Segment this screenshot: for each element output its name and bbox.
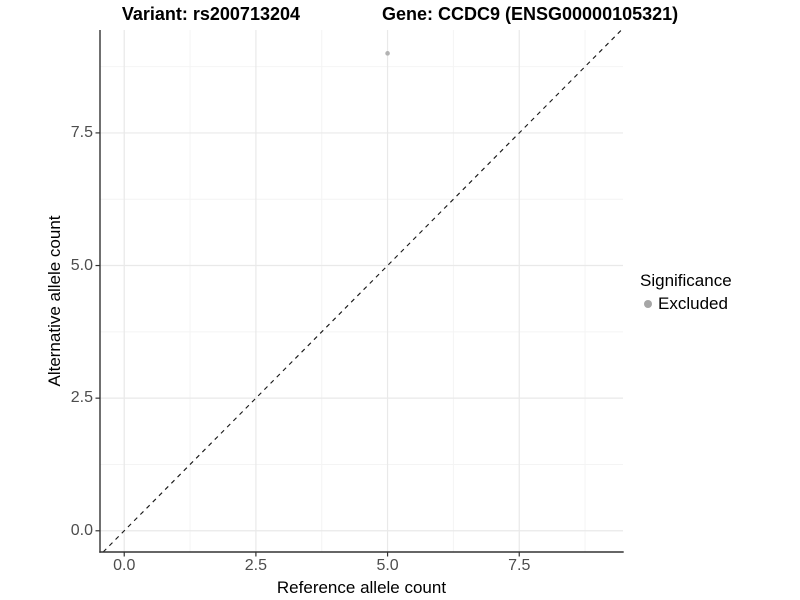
plot-title-variant: Variant: rs200713204 xyxy=(121,4,300,24)
y-tick-label: 2.5 xyxy=(70,389,93,407)
x-tick-label: 7.5 xyxy=(508,557,531,574)
legend-item-label: Excluded xyxy=(658,294,728,313)
x-tick-label: 2.5 xyxy=(244,557,268,574)
data-point xyxy=(385,51,390,56)
y-tick-label: 7.5 xyxy=(70,123,93,141)
legend: Significance Excluded xyxy=(640,271,732,314)
identity-reference-line xyxy=(102,29,622,553)
plot-title: Variant: rs200713204 Gene: CCDC9 (ENSG00… xyxy=(0,4,800,25)
legend-title: Significance xyxy=(640,271,732,290)
plot-panel xyxy=(95,29,624,557)
x-tick-label: 5.0 xyxy=(376,557,399,574)
y-tick-label: 0.0 xyxy=(70,521,93,539)
plot-title-gene: Gene: CCDC9 (ENSG00000105321) xyxy=(382,4,679,24)
legend-item-excluded: Excluded xyxy=(640,294,732,314)
x-tick-label: 0.0 xyxy=(113,557,136,574)
legend-point-icon xyxy=(644,300,652,308)
x-axis-title: Reference allele count xyxy=(276,578,447,597)
y-axis-title: Alternative allele count xyxy=(45,215,64,387)
y-tick-label: 5.0 xyxy=(70,256,93,274)
